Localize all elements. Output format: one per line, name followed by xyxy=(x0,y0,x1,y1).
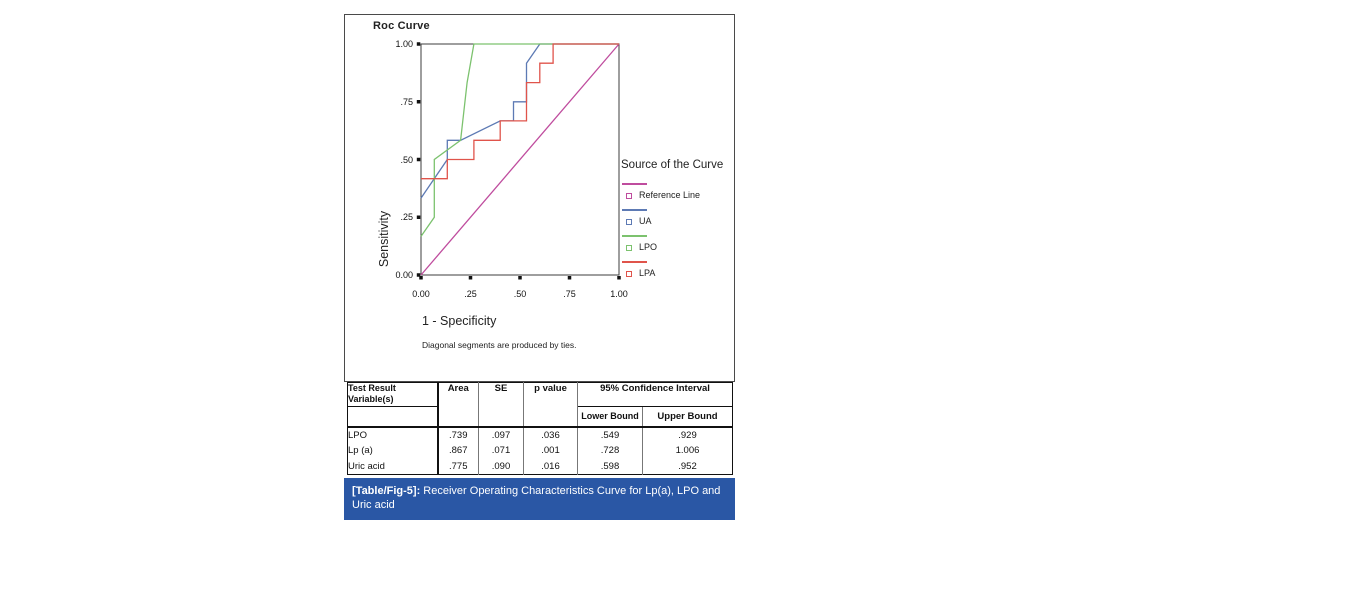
cell-se: .097 xyxy=(478,426,524,443)
legend-label: Reference Line xyxy=(639,190,701,200)
legend-marker-icon xyxy=(626,192,632,199)
chart-footnote: Diagonal segments are produced by ties. xyxy=(422,340,577,350)
x-axis-label: 1 - Specificity xyxy=(422,314,497,328)
cell-upper: .952 xyxy=(678,460,697,472)
results-table: Test Result Variable(s) Area SE p value … xyxy=(347,382,733,475)
cell-se: .071 xyxy=(478,442,524,459)
legend-title: Source of the Curve xyxy=(621,159,724,171)
table-header-area: Area xyxy=(437,382,479,428)
legend-line-sample xyxy=(622,183,647,185)
table-header-pvalue: p value xyxy=(523,382,578,428)
legend-line-sample xyxy=(622,209,647,211)
y-tick-label: .50 xyxy=(400,154,413,165)
cell-area: .739 xyxy=(437,426,479,443)
legend-marker-icon xyxy=(626,218,632,225)
legend-label: LPO xyxy=(639,242,658,252)
table-header-se: SE xyxy=(478,382,524,428)
y-tick-label: 0.00 xyxy=(395,270,413,280)
legend-entry: LPA xyxy=(621,257,735,283)
y-tick-label: .25 xyxy=(400,212,413,223)
legend-entry: UA xyxy=(621,205,735,231)
cell-area: .775 xyxy=(437,458,479,475)
cell-upper: 1.006 xyxy=(675,445,700,456)
cell-se: .090 xyxy=(478,458,524,475)
cell-upper: .929 xyxy=(678,429,697,441)
x-tick-label: .50 xyxy=(513,289,527,299)
roc-curve-lpa xyxy=(421,43,619,180)
legend-marker-icon xyxy=(626,270,632,277)
table-row: Lp (a) .867 .071 .001 .728 1.006 xyxy=(347,442,733,459)
cell-variable: LPO xyxy=(347,426,439,443)
x-tick-label: 0.00 xyxy=(412,289,430,299)
cell-p: .036 xyxy=(523,426,578,443)
x-tick-mark xyxy=(518,276,522,280)
legend: Source of the Curve Reference Line UA LPO L… xyxy=(621,159,735,283)
table-row: Uric acid .775 .090 .016 .598 .952 xyxy=(347,458,733,475)
legend-entries: Reference Line UA LPO LPA xyxy=(621,179,735,283)
table-header-empty-cell xyxy=(347,406,439,428)
table-header-upper-bound: Upper Bound xyxy=(642,406,733,428)
y-tick-mark xyxy=(416,157,421,162)
y-tick-label: 1.00 xyxy=(395,39,413,49)
caption-text: Receiver Operating Characteristics Curve… xyxy=(352,485,721,511)
plot-area xyxy=(416,42,621,280)
table-header-variables: Test Result Variable(s) xyxy=(347,382,439,407)
x-tick-label: .75 xyxy=(563,289,576,299)
y-tick-mark xyxy=(416,215,421,219)
x-tick-label: .25 xyxy=(464,289,477,299)
legend-entry: Reference Line xyxy=(621,179,735,205)
x-tick-mark xyxy=(468,276,473,280)
roc-curve-lpo xyxy=(420,43,619,237)
legend-marker-icon xyxy=(626,244,632,251)
cell-lower: .728 xyxy=(577,442,643,459)
x-tick-mark xyxy=(567,276,572,280)
y-tick-mark xyxy=(416,273,421,277)
table-row: LPO .739 .097 .036 .549 .929 xyxy=(347,426,733,443)
roc-curve-reference-line xyxy=(420,43,620,276)
cell-area: .867 xyxy=(437,442,479,459)
y-tick-label: .75 xyxy=(400,96,413,107)
cell-lower: .549 xyxy=(577,426,643,443)
cell-variable: Uric acid xyxy=(347,458,439,475)
roc-chart: Roc Curve 0.00 .25 .50 .75 1.00 0.00 .25 .50 .7… xyxy=(344,14,735,382)
x-tick-label: 1.00 xyxy=(610,289,628,299)
legend-line-sample xyxy=(622,235,647,237)
cell-p: .016 xyxy=(523,458,578,475)
legend-entry: LPO xyxy=(621,231,735,257)
cell-p: .001 xyxy=(523,442,578,459)
figure-panel: Roc Curve 0.00 .25 .50 .75 1.00 0.00 .25 .50 .7… xyxy=(344,14,735,520)
table-header-lower-bound: Lower Bound xyxy=(577,406,643,428)
table-header-ci: 95% Confidence Interval xyxy=(577,382,733,407)
x-tick-mark xyxy=(419,276,423,280)
y-axis-label: Sensitivity xyxy=(377,210,391,268)
y-tick-mark xyxy=(416,100,421,104)
cell-variable: Lp (a) xyxy=(347,442,439,459)
legend-label: LPA xyxy=(639,268,656,278)
cell-lower: .598 xyxy=(577,458,643,475)
figure-caption: [Table/Fig-5]: Receiver Operating Charac… xyxy=(344,478,735,520)
chart-title: Roc Curve xyxy=(373,20,430,32)
legend-label: UA xyxy=(639,216,652,226)
caption-tag: [Table/Fig-5]: xyxy=(352,485,421,497)
legend-line-sample xyxy=(622,261,647,263)
x-tick-mark xyxy=(617,276,621,280)
y-tick-mark xyxy=(416,42,421,46)
